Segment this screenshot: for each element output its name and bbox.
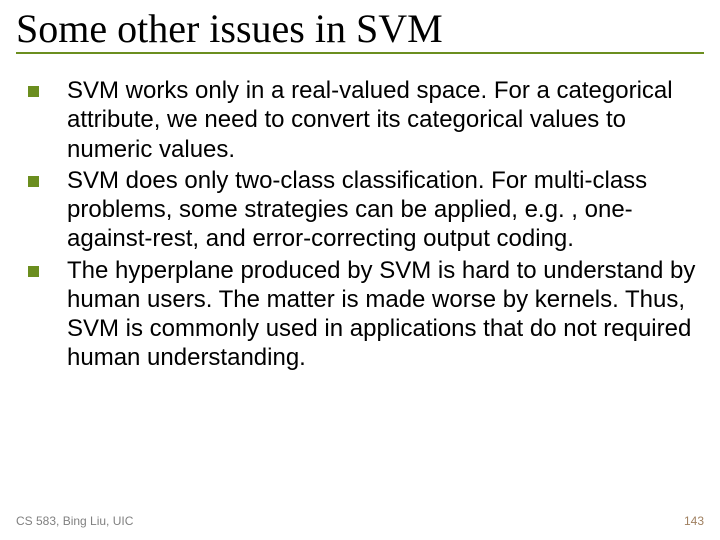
square-bullet-icon xyxy=(28,86,39,97)
footer-text: CS 583, Bing Liu, UIC xyxy=(16,514,133,528)
square-bullet-icon xyxy=(28,266,39,277)
content-area: SVM works only in a real-valued space. F… xyxy=(28,76,696,375)
page-number: 143 xyxy=(684,514,704,528)
bullet-text: SVM does only two-class classification. … xyxy=(67,166,696,254)
title-underline xyxy=(16,52,704,54)
slide: Some other issues in SVM SVM works only … xyxy=(0,0,720,540)
bullet-text: The hyperplane produced by SVM is hard t… xyxy=(67,256,696,373)
title-block: Some other issues in SVM xyxy=(16,8,704,54)
list-item: SVM does only two-class classification. … xyxy=(28,166,696,254)
square-bullet-icon xyxy=(28,176,39,187)
bullet-text: SVM works only in a real-valued space. F… xyxy=(67,76,696,164)
list-item: SVM works only in a real-valued space. F… xyxy=(28,76,696,164)
list-item: The hyperplane produced by SVM is hard t… xyxy=(28,256,696,373)
slide-title: Some other issues in SVM xyxy=(16,8,704,50)
